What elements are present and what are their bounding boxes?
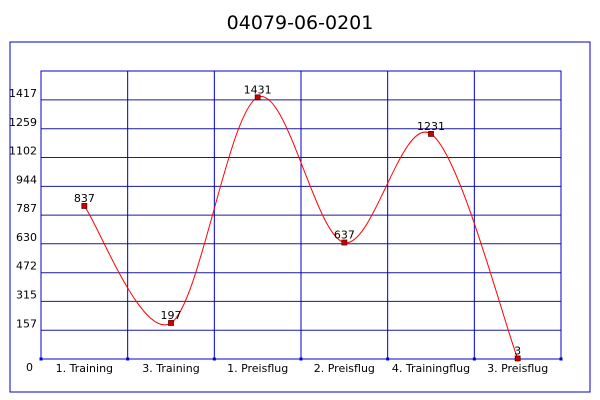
data-label: 1431 bbox=[244, 83, 272, 96]
chart-title: 04079-06-0201 bbox=[227, 12, 374, 34]
x-axis-tick-dot bbox=[559, 357, 563, 361]
axis-layer: 0 157 315 472 630 787 944 1102 1259 1417 1. Traini… bbox=[9, 87, 563, 375]
outer-frame bbox=[9, 41, 591, 393]
y-tick-label: 630 bbox=[16, 231, 37, 244]
y-tick-label: 944 bbox=[16, 173, 37, 186]
x-axis-tick-dot bbox=[212, 357, 216, 361]
data-point-marker bbox=[168, 320, 174, 326]
x-axis-tick-dot bbox=[472, 357, 476, 361]
grid-layer bbox=[40, 70, 562, 360]
series-line bbox=[83, 96, 519, 359]
data-point-marker bbox=[428, 131, 434, 137]
data-point-marker bbox=[81, 203, 88, 209]
x-tick-label: 1. Preisflug bbox=[227, 362, 288, 375]
data-label: 1231 bbox=[417, 120, 445, 133]
x-axis-tick-dot bbox=[299, 357, 303, 361]
y-tick-label: 1259 bbox=[9, 116, 37, 129]
data-label: 637 bbox=[334, 229, 355, 242]
x-tick-label: 4. Trainingflug bbox=[392, 362, 470, 375]
data-label: 197 bbox=[161, 309, 182, 322]
x-tick-label: 1. Training bbox=[56, 362, 113, 375]
data-point-marker bbox=[514, 355, 521, 362]
marker-layer bbox=[81, 94, 521, 362]
data-label: 837 bbox=[74, 192, 95, 205]
y-tick-label: 1417 bbox=[9, 87, 37, 100]
y-tick-label: 315 bbox=[16, 288, 37, 301]
data-point-marker bbox=[341, 239, 348, 246]
y-tick-label: 472 bbox=[16, 260, 37, 273]
x-axis-tick-dot bbox=[126, 357, 130, 361]
x-axis-tick-dot bbox=[386, 357, 390, 361]
series-line-layer bbox=[83, 96, 519, 359]
y-tick-label: 787 bbox=[16, 202, 37, 215]
data-label: 3 bbox=[514, 344, 521, 357]
x-tick-label: 3. Training bbox=[142, 362, 199, 375]
x-tick-label: 3. Preisflug bbox=[487, 362, 548, 375]
x-tick-label: 2. Preisflug bbox=[314, 362, 375, 375]
x-axis-tick-dot bbox=[39, 357, 43, 361]
y-tick-label: 157 bbox=[16, 317, 37, 330]
y-tick-label: 1102 bbox=[9, 144, 37, 157]
data-label-layer: 837 197 1431 637 1231 3 bbox=[74, 83, 521, 357]
data-point-marker bbox=[254, 94, 261, 101]
y-tick-label: 0 bbox=[26, 361, 33, 374]
